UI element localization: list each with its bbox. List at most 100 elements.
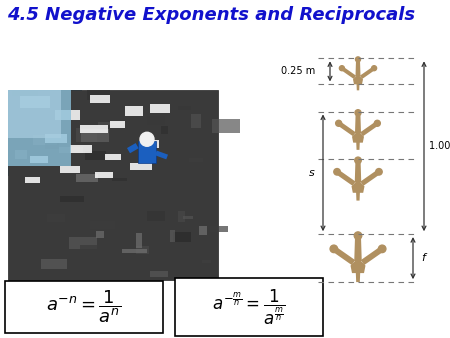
Polygon shape [356,142,360,150]
Circle shape [354,232,362,239]
Circle shape [334,169,340,175]
Polygon shape [354,237,362,261]
Polygon shape [355,162,361,183]
Bar [178,211,185,222]
Bar [8,90,60,138]
Bar [147,116,166,125]
Bar [189,158,202,162]
Bar [60,166,80,173]
Bar [155,150,168,159]
Text: $a^{-n} = \dfrac{1}{a^n}$: $a^{-n} = \dfrac{1}{a^n}$ [46,289,122,325]
Bar [14,150,27,159]
Bar [70,145,92,153]
Circle shape [356,57,360,62]
Circle shape [355,157,361,164]
Bar [76,174,99,182]
Bar [12,91,38,96]
Polygon shape [332,246,355,265]
Bar [59,147,83,152]
Bar [140,140,159,148]
Polygon shape [360,67,375,79]
Circle shape [330,245,338,252]
Text: 1.00 m: 1.00 m [429,141,450,151]
Bar [95,172,113,178]
Polygon shape [352,131,364,143]
Polygon shape [360,170,380,186]
Bar [98,122,124,125]
Bar [85,151,106,160]
Bar [105,154,121,160]
Bar [96,231,104,238]
Circle shape [336,120,342,126]
Bar [81,129,109,142]
Bar [112,177,127,181]
Bar [110,121,125,128]
Bar [170,230,176,242]
Bar [212,119,240,133]
Bar [184,216,193,219]
Bar [80,245,108,259]
Bar [178,106,190,110]
Polygon shape [361,246,384,265]
Bar [147,211,165,221]
Bar [80,125,108,133]
Text: 0.25 m: 0.25 m [281,66,315,76]
Bar [46,214,65,222]
Polygon shape [336,170,356,186]
Circle shape [378,245,386,252]
Bar [130,163,152,170]
Bar [136,246,149,254]
Circle shape [376,169,382,175]
Text: f: f [421,253,425,263]
Text: s: s [309,168,315,178]
Bar [173,232,191,242]
Bar [16,161,33,164]
Polygon shape [356,61,360,76]
Bar [122,249,147,254]
Bar [90,95,110,103]
Bar [76,128,97,142]
Polygon shape [341,67,356,79]
Bar [5,281,163,333]
Bar [138,141,156,163]
Bar [41,259,68,269]
Bar [60,196,84,202]
Bar [150,104,170,113]
Polygon shape [353,74,363,84]
Bar [55,110,80,120]
Polygon shape [360,121,379,136]
Circle shape [140,132,154,146]
Bar [161,126,168,134]
Bar [8,90,218,280]
Bar [8,90,71,166]
Bar [45,134,67,143]
Bar [87,90,110,100]
Bar [125,106,143,116]
Bar [90,221,115,228]
Text: $a^{-\frac{m}{n}} = \dfrac{1}{a^{\frac{m}{n}}}$: $a^{-\frac{m}{n}} = \dfrac{1}{a^{\frac{m… [212,287,286,327]
Polygon shape [356,83,360,90]
Bar [8,90,81,176]
Polygon shape [355,114,361,133]
Bar [199,226,207,235]
Bar [30,156,48,163]
Bar [191,114,201,127]
Circle shape [355,110,361,116]
Text: 4.5 Negative Exponents and Reciprocals: 4.5 Negative Exponents and Reciprocals [7,6,415,24]
Bar [25,177,40,183]
Bar [202,260,211,263]
Circle shape [339,66,344,71]
Bar [27,99,55,110]
Bar [150,271,168,277]
Bar [69,237,97,249]
Bar [210,226,228,232]
Bar [33,135,57,145]
Circle shape [374,120,380,126]
Polygon shape [338,121,356,136]
Bar [20,96,50,108]
Polygon shape [351,180,364,193]
Bar [127,143,139,153]
Bar [135,233,142,248]
Bar [175,278,323,336]
Polygon shape [351,258,365,273]
